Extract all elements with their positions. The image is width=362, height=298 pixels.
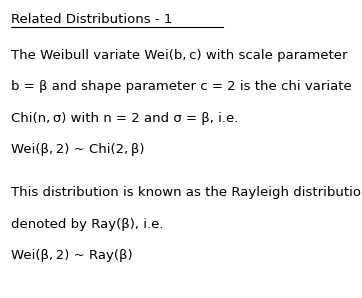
Text: Wei(β, 2) ~ Chi(2, β): Wei(β, 2) ~ Chi(2, β) xyxy=(11,143,144,156)
Text: Wei(β, 2) ~ Ray(β): Wei(β, 2) ~ Ray(β) xyxy=(11,249,132,262)
Text: The Weibull variate Wei(b, c) with scale parameter: The Weibull variate Wei(b, c) with scale… xyxy=(11,49,348,62)
Text: This distribution is known as the Rayleigh distribution,: This distribution is known as the Raylei… xyxy=(11,186,362,199)
Text: Related Distributions - 1: Related Distributions - 1 xyxy=(11,13,172,27)
Text: denoted by Ray(β), i.e.: denoted by Ray(β), i.e. xyxy=(11,218,163,231)
Text: b = β and shape parameter c = 2 is the chi variate: b = β and shape parameter c = 2 is the c… xyxy=(11,80,352,94)
Text: Chi(n, σ) with n = 2 and σ = β, i.e.: Chi(n, σ) with n = 2 and σ = β, i.e. xyxy=(11,112,238,125)
